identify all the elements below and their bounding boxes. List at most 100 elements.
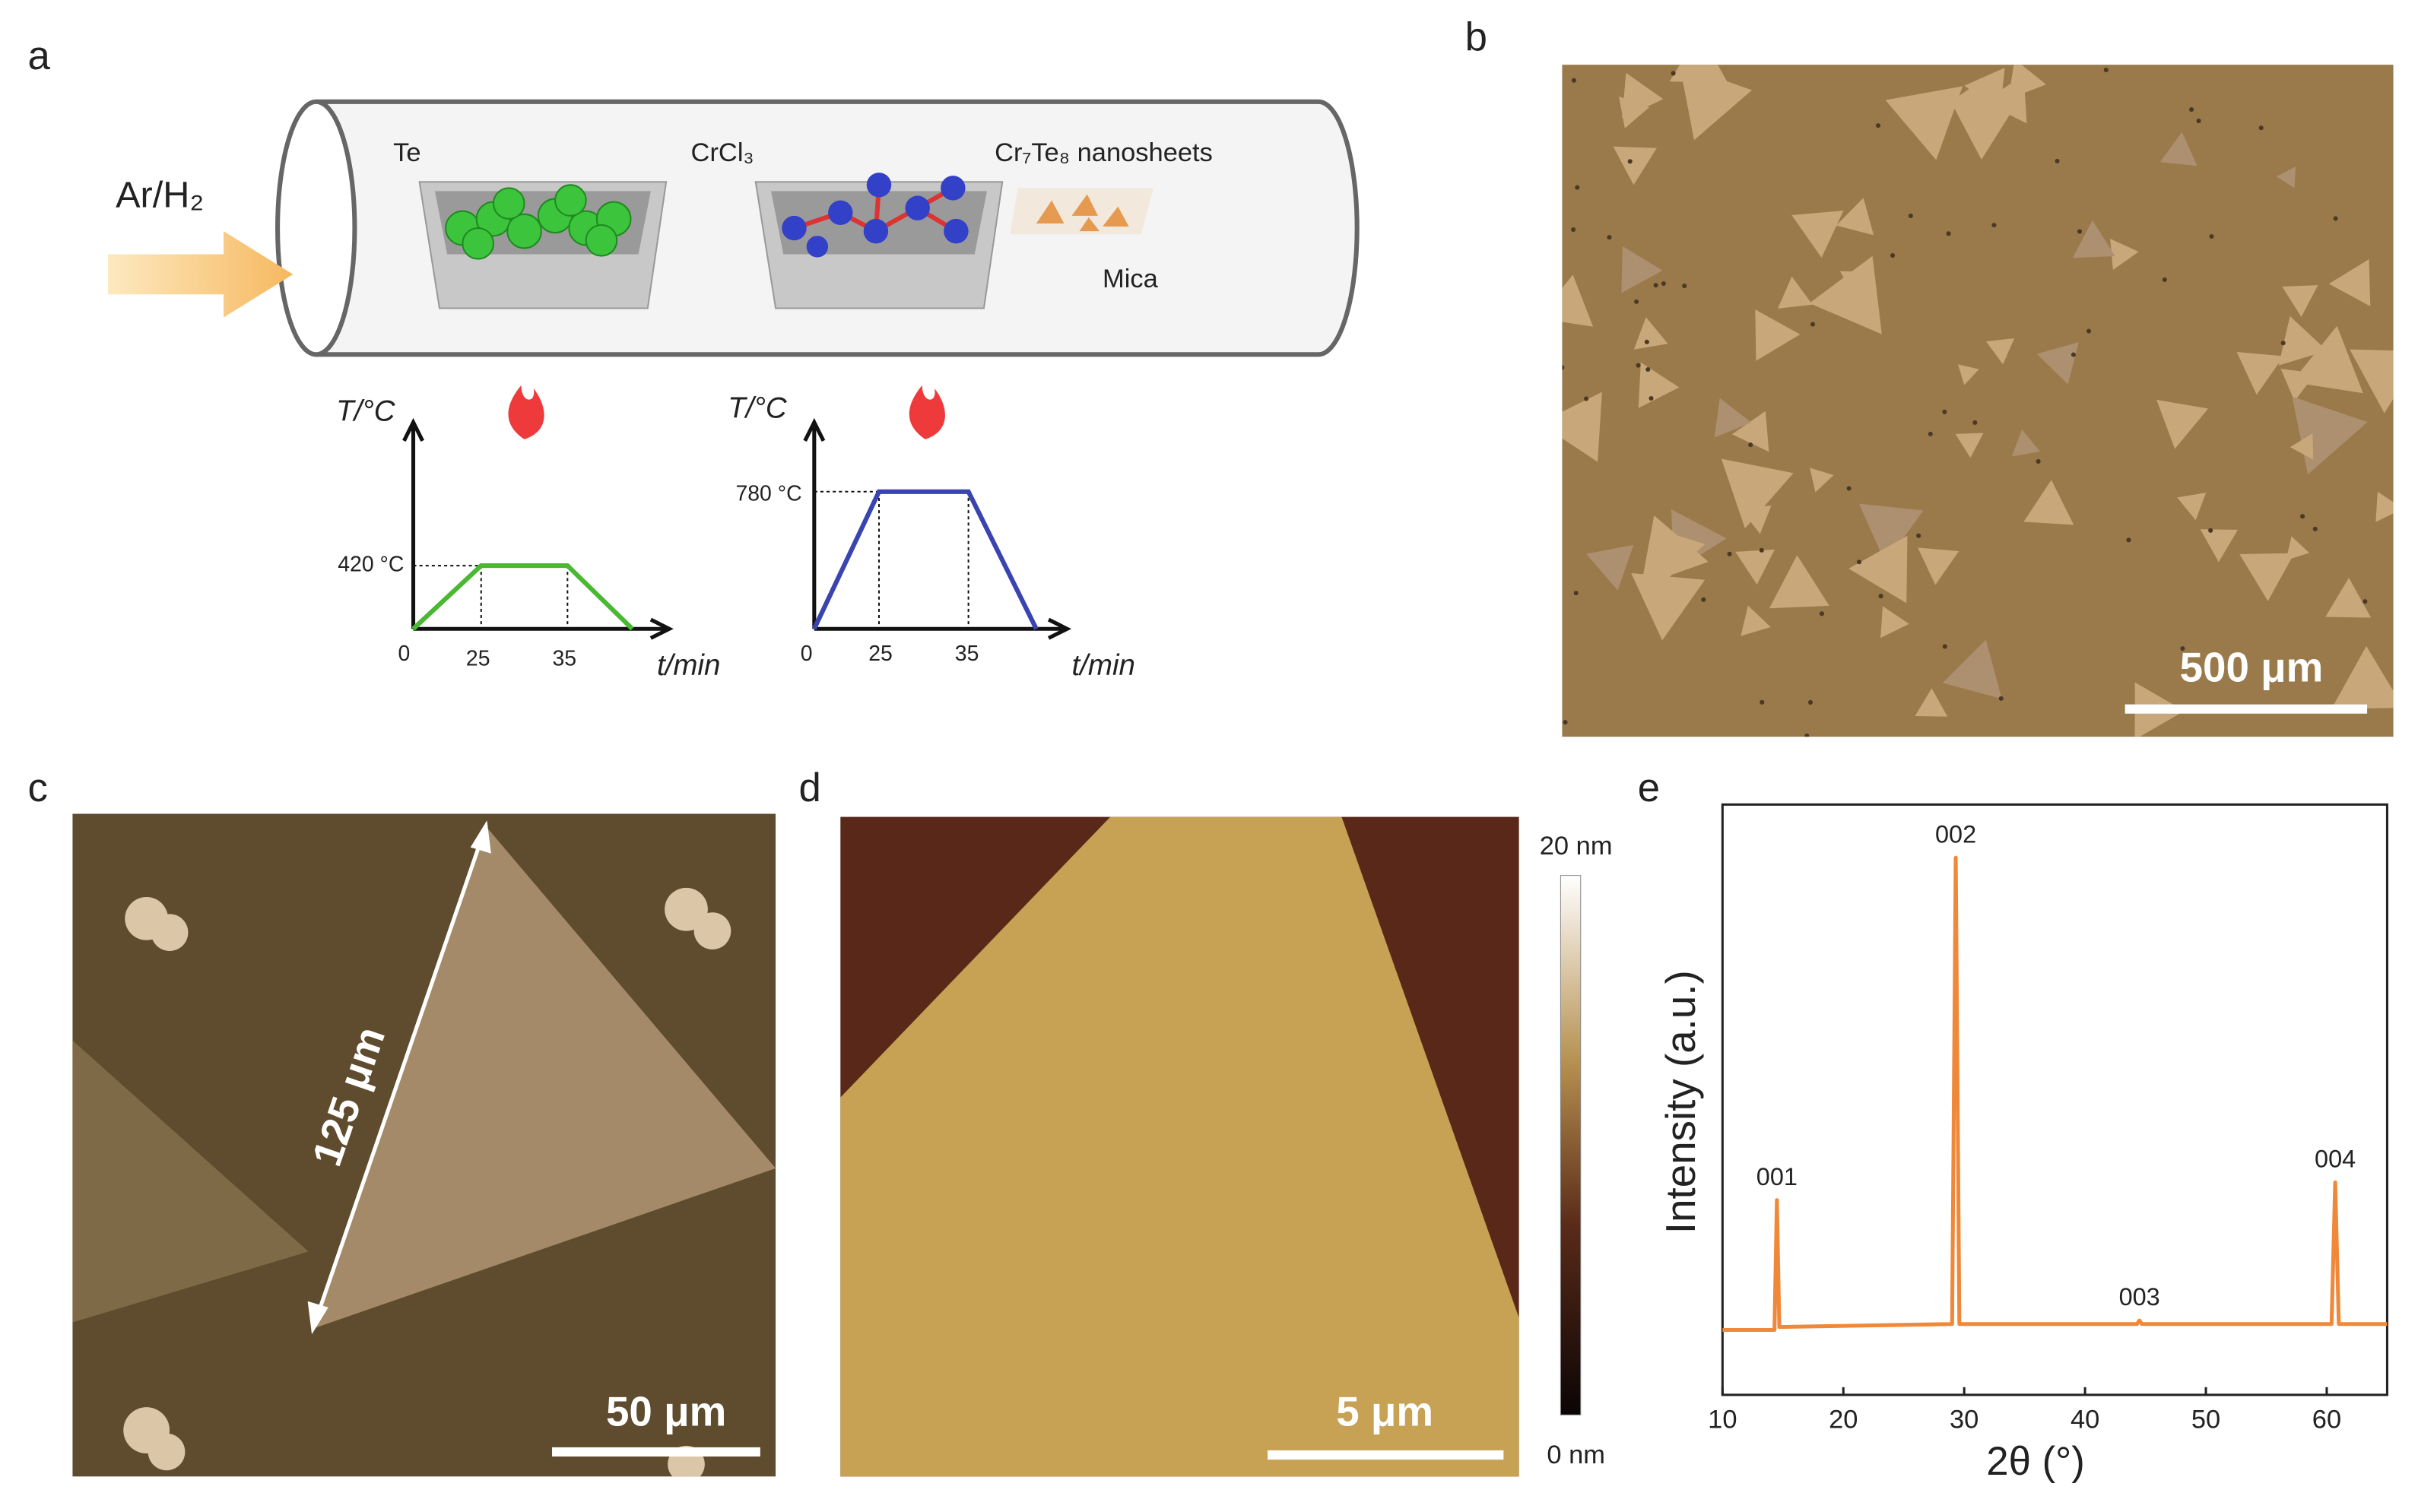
- flake: [1741, 605, 1771, 636]
- afm-flake: [840, 816, 1519, 1477]
- flake: [2072, 220, 2115, 258]
- flake: [1918, 547, 1959, 585]
- particle: [1571, 78, 1576, 83]
- boat: [418, 181, 668, 309]
- particle: [1810, 322, 1816, 327]
- flake: [2375, 491, 2394, 522]
- particle: [2071, 352, 2076, 357]
- flake: [2159, 132, 2197, 166]
- flake: [1652, 527, 1706, 582]
- flake: [2328, 258, 2371, 306]
- flake: [2011, 430, 2041, 457]
- particle: [2077, 229, 2083, 234]
- colorbar-label: 20 nm: [1540, 832, 1613, 861]
- y-axis-label: Intensity (a.u.): [1657, 970, 1704, 1234]
- peak-label: 002: [1935, 820, 1976, 848]
- x-tick-label: 20: [1829, 1405, 1858, 1434]
- flake: [1714, 398, 1752, 438]
- scale-bar-label: 500 μm: [2180, 643, 2324, 690]
- substrate-label: Mica: [1103, 265, 1159, 293]
- particle: [2055, 158, 2060, 163]
- flake: [1885, 86, 1963, 160]
- particle: [1942, 644, 1947, 649]
- flake: [2200, 529, 2239, 563]
- particle: [2036, 458, 2041, 464]
- flake: [1586, 544, 1634, 591]
- flame: [508, 385, 544, 439]
- flake: [1621, 246, 1663, 293]
- flake: [1613, 146, 1657, 185]
- peak-label: 003: [2119, 1283, 2160, 1311]
- particle: [2300, 514, 2305, 519]
- tick-label: 35: [552, 646, 576, 670]
- particle: [2103, 67, 2109, 73]
- flake: [1836, 198, 1874, 236]
- flake: [1947, 95, 2020, 160]
- length-arrow: [307, 820, 491, 1335]
- xrd-chart: 10 20 30 40 50 60 001 002 003 004: [1708, 820, 2388, 1434]
- particle: [1562, 365, 1565, 370]
- flake: [1769, 555, 1829, 609]
- x-tick-label: 60: [2312, 1405, 2341, 1434]
- x-axis-label: 2θ (°): [1986, 1439, 2085, 1484]
- particle: [1627, 159, 1633, 164]
- flake: [2239, 553, 2295, 601]
- gas-label: Ar/H₂: [116, 174, 204, 215]
- precursor-label: CrCl₃: [691, 138, 754, 167]
- flake: [2331, 645, 2394, 709]
- particle: [1946, 231, 1951, 236]
- particle: [1991, 223, 1997, 228]
- temperature-profile: [803, 417, 1072, 640]
- tick-label: 25: [868, 642, 893, 666]
- optical-image: [1562, 65, 2394, 737]
- flake: [2278, 315, 2328, 366]
- flake: [1848, 535, 1908, 604]
- particle: [1916, 533, 1921, 538]
- flake: [1731, 410, 1769, 452]
- particle: [1875, 123, 1881, 128]
- particle: [1661, 281, 1666, 287]
- particle: [1819, 611, 1824, 617]
- flake: [2350, 349, 2394, 414]
- flake: [1955, 433, 1984, 458]
- x-tick-label: 10: [1708, 1405, 1737, 1434]
- panel-label: d: [799, 766, 821, 810]
- particle: [1804, 733, 1810, 737]
- particle: [1575, 185, 1580, 190]
- flake: [1721, 458, 1794, 528]
- temperature-label: 780 °C: [736, 481, 802, 506]
- plot-frame: [1721, 803, 2388, 1396]
- particle: [1972, 420, 1978, 425]
- flake: [1638, 362, 1680, 408]
- optical-image: [72, 813, 776, 1477]
- particle: [1759, 547, 1764, 553]
- flake: [1858, 503, 1924, 563]
- particle: [1908, 213, 1913, 218]
- tube-end: [275, 99, 357, 357]
- flake: [2282, 285, 2318, 317]
- flake: [1809, 255, 1882, 334]
- scale-bar-label: 50 μm: [606, 1388, 726, 1435]
- flake: [1631, 572, 1706, 641]
- flake: [1778, 276, 1813, 309]
- particle: [1942, 409, 1947, 414]
- tick-label: 0: [801, 642, 813, 666]
- particle: [1727, 551, 1732, 556]
- product-label: Cr₇Te₈ nanosheets: [995, 138, 1213, 167]
- flake: [1985, 338, 2015, 365]
- particle: [1701, 597, 1706, 602]
- axis-label: T/°C: [336, 395, 396, 428]
- panel-label: e: [1638, 766, 1660, 810]
- axis-label: T/°C: [728, 391, 788, 424]
- flake: [1562, 274, 1594, 327]
- particle: [2312, 526, 2318, 531]
- particle: [1682, 284, 1687, 289]
- flake: [1562, 391, 1602, 462]
- temperature-label: 420 °C: [338, 553, 404, 577]
- particle: [2126, 537, 2131, 543]
- flake: [2236, 352, 2284, 395]
- tick-label: 25: [466, 646, 490, 670]
- particle: [2196, 119, 2201, 124]
- flake: [1735, 549, 1775, 585]
- panel-label: a: [28, 33, 51, 78]
